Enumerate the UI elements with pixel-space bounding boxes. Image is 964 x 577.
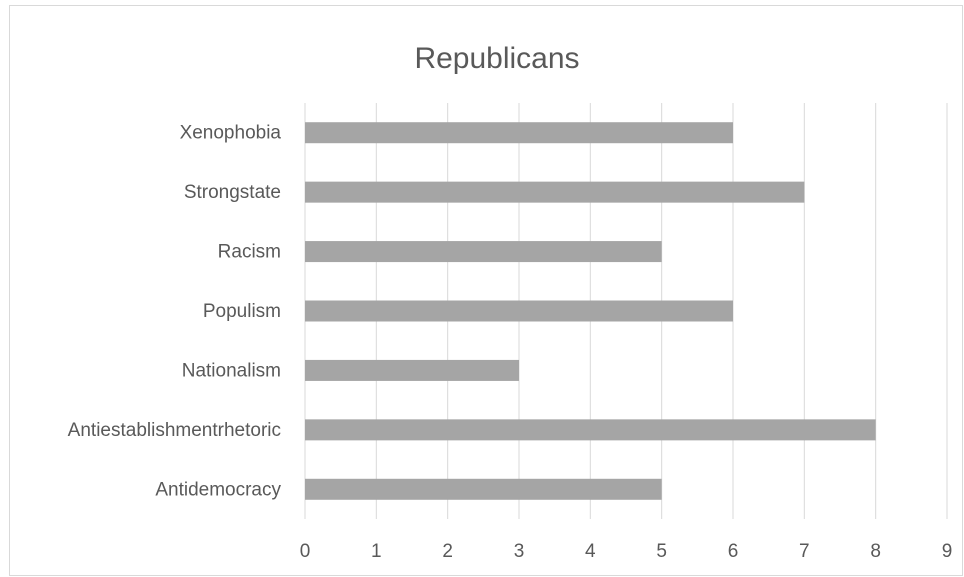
x-tick-label: 3 bbox=[514, 541, 525, 562]
chart-title: Republicans bbox=[414, 42, 579, 75]
category-label: Strongstate bbox=[184, 182, 281, 203]
bar-xenophobia bbox=[305, 122, 733, 144]
category-label: Xenophobia bbox=[180, 123, 282, 144]
bar-antidemocracy bbox=[305, 478, 662, 500]
x-tick-label: 7 bbox=[799, 541, 810, 562]
x-tick-label: 5 bbox=[656, 541, 667, 562]
bar-nationalism bbox=[305, 359, 519, 381]
category-label: Nationalism bbox=[182, 360, 281, 381]
x-tick-label: 6 bbox=[728, 541, 739, 562]
bar-antiestablishmentrhetoric bbox=[305, 419, 876, 441]
category-label: Antidemocracy bbox=[155, 479, 281, 500]
x-tick-label: 2 bbox=[442, 541, 453, 562]
category-label: Antiestablishmentrhetoric bbox=[68, 420, 281, 441]
x-tick-label: 9 bbox=[942, 541, 953, 562]
category-labels: Antidemocracy Antiestablishmentrhetoric Na… bbox=[68, 123, 282, 501]
x-tick-label: 8 bbox=[870, 541, 881, 562]
x-tick-labels: 0 1 2 3 4 5 6 7 8 9 bbox=[300, 541, 953, 562]
bar-strongstate bbox=[305, 181, 805, 203]
bar-populism bbox=[305, 300, 733, 322]
x-tick-label: 4 bbox=[585, 541, 596, 562]
bar-racism bbox=[305, 241, 662, 263]
category-label: Populism bbox=[203, 301, 281, 322]
x-tick-label: 1 bbox=[371, 541, 382, 562]
bars bbox=[305, 122, 876, 500]
category-label: Racism bbox=[218, 242, 281, 263]
grid-lines bbox=[304, 103, 948, 519]
x-tick-label: 0 bbox=[300, 541, 311, 562]
